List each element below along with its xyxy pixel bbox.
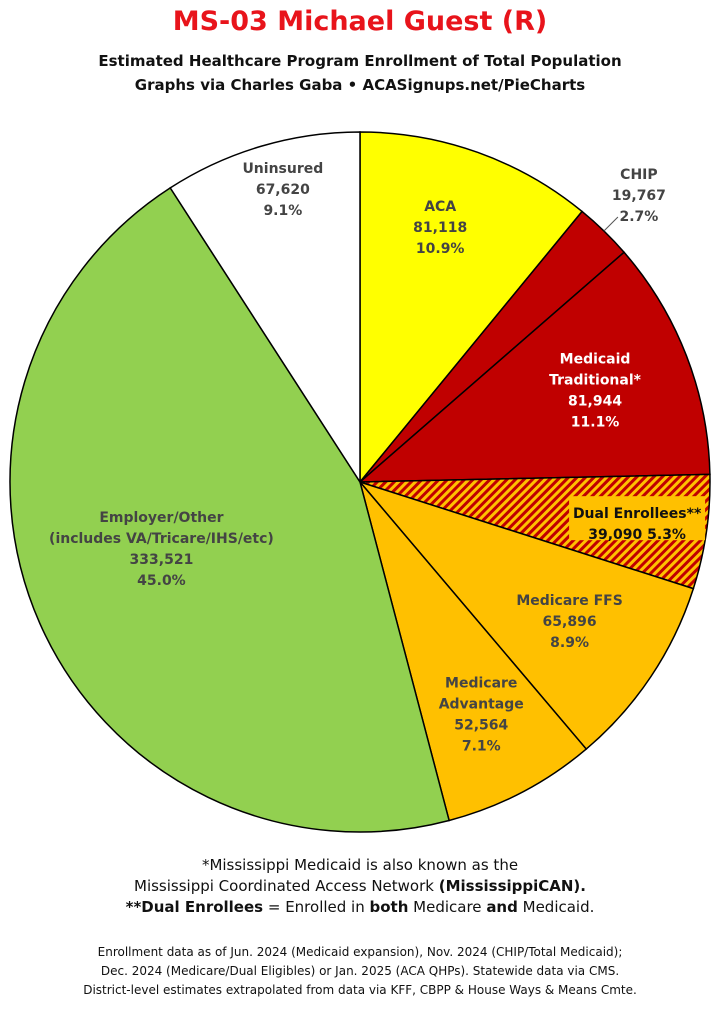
pie-slice-3 [357, 251, 711, 483]
pie-slice-6 [359, 481, 588, 822]
slice-7-label-line-3: 333,521 [130, 552, 194, 568]
footnote-medicaid-line-2: Mississippi Coordinated Access Network (… [0, 876, 720, 897]
pie-slice-5 [357, 480, 695, 751]
slice-8-label-line-2: 67,620 [256, 182, 310, 198]
source-line-1: Enrollment data as of Jun. 2024 (Medicai… [97, 945, 623, 959]
pie-slice-8 [169, 131, 361, 485]
pie-chart: ACA 81,118 10.9% CHIP 19,767 2.7% Medicaid Trad… [9, 131, 711, 833]
slice-4-label-line-2: 39,090 5.3% [588, 527, 686, 543]
slice-1-label-line-3: 10.9% [416, 241, 465, 257]
footnote-dual-text-3: Medicaid. [517, 898, 595, 916]
slice-3-label-line-3: 81,944 [568, 394, 622, 410]
data-sources: Enrollment data as of Jun. 2024 (Medicai… [0, 943, 720, 1000]
source-line-2: Dec. 2024 (Medicare/Dual Eligibles) or J… [100, 964, 620, 978]
slice-2-label-line-3: 2.7% [620, 209, 659, 225]
slice-7-label-line-4: 45.0% [137, 573, 186, 589]
slice-1-label-line-2: 81,118 [413, 220, 467, 236]
slice-3-label-line-2: Traditional* [549, 373, 642, 389]
footnote-dual-text-1: = Enrolled in [263, 898, 370, 916]
slice-1-label-line-1: ACA [424, 199, 456, 215]
chart-title: MS-03 Michael Guest (R) [172, 6, 548, 37]
footnote-medicaid-text: Mississippi Coordinated Access Network [134, 877, 439, 895]
chart-subtitle-1: Estimated Healthcare Program Enrollment … [98, 52, 622, 70]
footnotes: *Mississippi Medicaid is also known as t… [0, 855, 720, 918]
footnote-dual-and: and [486, 898, 518, 916]
footnote-dual-both: both [369, 898, 409, 916]
slice-8-label-line-1: Uninsured [242, 161, 323, 177]
pie-slice-7 [9, 186, 451, 833]
footnote-dual-enrollees: **Dual Enrollees = Enrolled in both Medi… [0, 897, 720, 918]
slice-6-label-line-1: Medicare [445, 675, 517, 691]
slice-2-label-line-1: CHIP [620, 167, 657, 183]
slice-4-label-line-1: Dual Enrollees** [573, 506, 702, 522]
footnote-medicaid-line-1: *Mississippi Medicaid is also known as t… [201, 856, 519, 874]
slice-3-label-line-1: Medicaid [560, 352, 631, 368]
slice-6-label-line-3: 52,564 [454, 717, 508, 733]
slice-6-label-line-4: 7.1% [462, 738, 501, 754]
chart-subtitle-2: Graphs via Charles Gaba • ACASignups.net… [134, 76, 586, 94]
footnote-dual-term: **Dual Enrollees [125, 898, 264, 916]
slice-5-label-line-2: 65,896 [543, 614, 597, 630]
footnote-dual-text-2: Medicare [408, 898, 487, 916]
slice-6-label-line-2: Advantage [439, 696, 524, 712]
slice-7-label-line-2: (includes VA/Tricare/IHS/etc) [49, 531, 274, 547]
slice-5-label-line-1: Medicare FFS [516, 593, 622, 609]
pie-slice-1 [359, 131, 584, 485]
slice-3-label-line-4: 11.1% [571, 415, 620, 431]
slice-8-label-line-3: 9.1% [263, 203, 302, 219]
slice-5-label-line-3: 8.9% [550, 635, 589, 651]
footnote-mississippican: (MississippiCAN). [438, 877, 586, 895]
source-line-3: District-level estimates extrapolated fr… [83, 983, 637, 997]
slice-7-label-line-1: Employer/Other [99, 510, 223, 526]
dual-enrollees-label-bg [569, 496, 706, 541]
chip-leader-line [603, 216, 619, 232]
slice-2-label-line-2: 19,767 [612, 188, 666, 204]
